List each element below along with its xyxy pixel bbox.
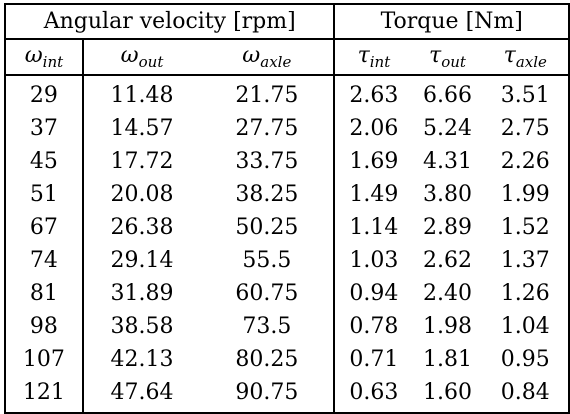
cell-tau-out: 1.98 bbox=[422, 314, 472, 339]
cell-tau-out: 1.81 bbox=[422, 347, 472, 372]
cell-tau-out: 6.66 bbox=[422, 83, 472, 108]
table-row: 37 14.57 27.75 2.06 5.24 2.75 bbox=[5, 112, 569, 145]
cell-tau-axle: 2.26 bbox=[500, 149, 550, 174]
cell-omega-out: 20.08 bbox=[81, 178, 201, 211]
table-row: 74 29.14 55.5 1.03 2.62 1.37 bbox=[5, 244, 569, 277]
cell-tau-axle: 0.95 bbox=[500, 347, 550, 372]
cell-tau-axle: 1.26 bbox=[500, 281, 550, 306]
cell-omega-out: 14.57 bbox=[81, 112, 201, 145]
data-table-container: Angular velocity [rpm] Torque [Nm] ωint … bbox=[4, 3, 570, 414]
cell-tau-out: 4.31 bbox=[422, 149, 472, 174]
cell-omega-axle: 33.75 bbox=[235, 149, 299, 174]
cell-omega-axle: 73.5 bbox=[242, 314, 292, 339]
cell-omega-int: 67 bbox=[29, 215, 58, 240]
cell-omega-axle: 80.25 bbox=[235, 347, 299, 372]
col-header-omega-out: ωout bbox=[81, 39, 201, 76]
table-body: 29 11.48 21.75 2.63 6.66 3.51 37 14.57 27.75 2.06… bbox=[5, 75, 569, 413]
cell-omega-int: 81 bbox=[29, 281, 58, 306]
table-row: 67 26.38 50.25 1.14 2.89 1.52 bbox=[5, 211, 569, 244]
column-header-row: ωint ωout ωaxle τint τout τaxle bbox=[5, 39, 569, 76]
table-row: 51 20.08 38.25 1.49 3.80 1.99 bbox=[5, 178, 569, 211]
cell-omega-axle: 50.25 bbox=[235, 215, 299, 240]
cell-omega-int: 74 bbox=[29, 248, 58, 273]
group-header-angular-velocity: Angular velocity [rpm] bbox=[5, 4, 335, 40]
cell-omega-out: 26.38 bbox=[81, 211, 201, 244]
cell-tau-int: 0.71 bbox=[333, 343, 413, 376]
cell-tau-int: 0.78 bbox=[333, 310, 413, 343]
table-row: 45 17.72 33.75 1.69 4.31 2.26 bbox=[5, 145, 569, 178]
cell-tau-int: 0.94 bbox=[333, 277, 413, 310]
cell-omega-axle: 90.75 bbox=[235, 380, 299, 405]
cell-tau-out: 2.62 bbox=[422, 248, 472, 273]
col-header-tau-out: τout bbox=[412, 39, 483, 76]
cell-omega-axle: 27.75 bbox=[235, 116, 299, 141]
cell-tau-axle: 1.04 bbox=[500, 314, 550, 339]
cell-tau-out: 3.80 bbox=[422, 182, 472, 207]
cell-tau-axle: 3.51 bbox=[500, 83, 550, 108]
cell-tau-int: 2.63 bbox=[333, 75, 413, 112]
cell-omega-int: 37 bbox=[29, 116, 58, 141]
cell-tau-axle: 1.52 bbox=[500, 215, 550, 240]
cell-omega-int: 45 bbox=[29, 149, 58, 174]
cell-omega-axle: 55.5 bbox=[242, 248, 292, 273]
cell-omega-int: 51 bbox=[29, 182, 58, 207]
col-header-tau-int: τint bbox=[333, 39, 413, 76]
group-header-row: Angular velocity [rpm] Torque [Nm] bbox=[5, 4, 569, 40]
col-header-omega-int: ωint bbox=[5, 39, 83, 76]
cell-tau-int: 2.06 bbox=[333, 112, 413, 145]
cell-omega-axle: 60.75 bbox=[235, 281, 299, 306]
cell-tau-axle: 1.37 bbox=[500, 248, 550, 273]
cell-omega-int: 29 bbox=[29, 83, 58, 108]
cell-tau-int: 0.63 bbox=[333, 376, 413, 413]
cell-tau-int: 1.49 bbox=[333, 178, 413, 211]
cell-omega-int: 98 bbox=[29, 314, 58, 339]
cell-omega-out: 38.58 bbox=[81, 310, 201, 343]
cell-tau-int: 1.14 bbox=[333, 211, 413, 244]
table-row: 121 47.64 90.75 0.63 1.60 0.84 bbox=[5, 376, 569, 413]
cell-omega-out: 47.64 bbox=[81, 376, 201, 413]
col-header-tau-axle: τaxle bbox=[482, 39, 569, 76]
cell-tau-axle: 1.99 bbox=[500, 182, 550, 207]
group-header-torque: Torque [Nm] bbox=[333, 4, 569, 40]
table-row: 81 31.89 60.75 0.94 2.40 1.26 bbox=[5, 277, 569, 310]
cell-tau-int: 1.69 bbox=[333, 145, 413, 178]
cell-tau-out: 2.89 bbox=[422, 215, 472, 240]
cell-omega-out: 29.14 bbox=[81, 244, 201, 277]
cell-omega-out: 17.72 bbox=[81, 145, 201, 178]
cell-omega-int: 121 bbox=[22, 380, 65, 405]
cell-omega-axle: 38.25 bbox=[235, 182, 299, 207]
velocity-torque-table: Angular velocity [rpm] Torque [Nm] ωint … bbox=[4, 3, 570, 414]
table-row: 98 38.58 73.5 0.78 1.98 1.04 bbox=[5, 310, 569, 343]
cell-omega-axle: 21.75 bbox=[235, 83, 299, 108]
table-row: 29 11.48 21.75 2.63 6.66 3.51 bbox=[5, 75, 569, 112]
cell-omega-out: 11.48 bbox=[81, 75, 201, 112]
cell-tau-axle: 0.84 bbox=[500, 380, 550, 405]
cell-tau-int: 1.03 bbox=[333, 244, 413, 277]
cell-tau-out: 1.60 bbox=[422, 380, 472, 405]
table-row: 107 42.13 80.25 0.71 1.81 0.95 bbox=[5, 343, 569, 376]
cell-omega-int: 107 bbox=[22, 347, 65, 372]
cell-omega-out: 42.13 bbox=[81, 343, 201, 376]
cell-tau-out: 2.40 bbox=[422, 281, 472, 306]
col-header-omega-axle: ωaxle bbox=[200, 39, 335, 76]
cell-tau-out: 5.24 bbox=[422, 116, 472, 141]
cell-omega-out: 31.89 bbox=[81, 277, 201, 310]
cell-tau-axle: 2.75 bbox=[500, 116, 550, 141]
